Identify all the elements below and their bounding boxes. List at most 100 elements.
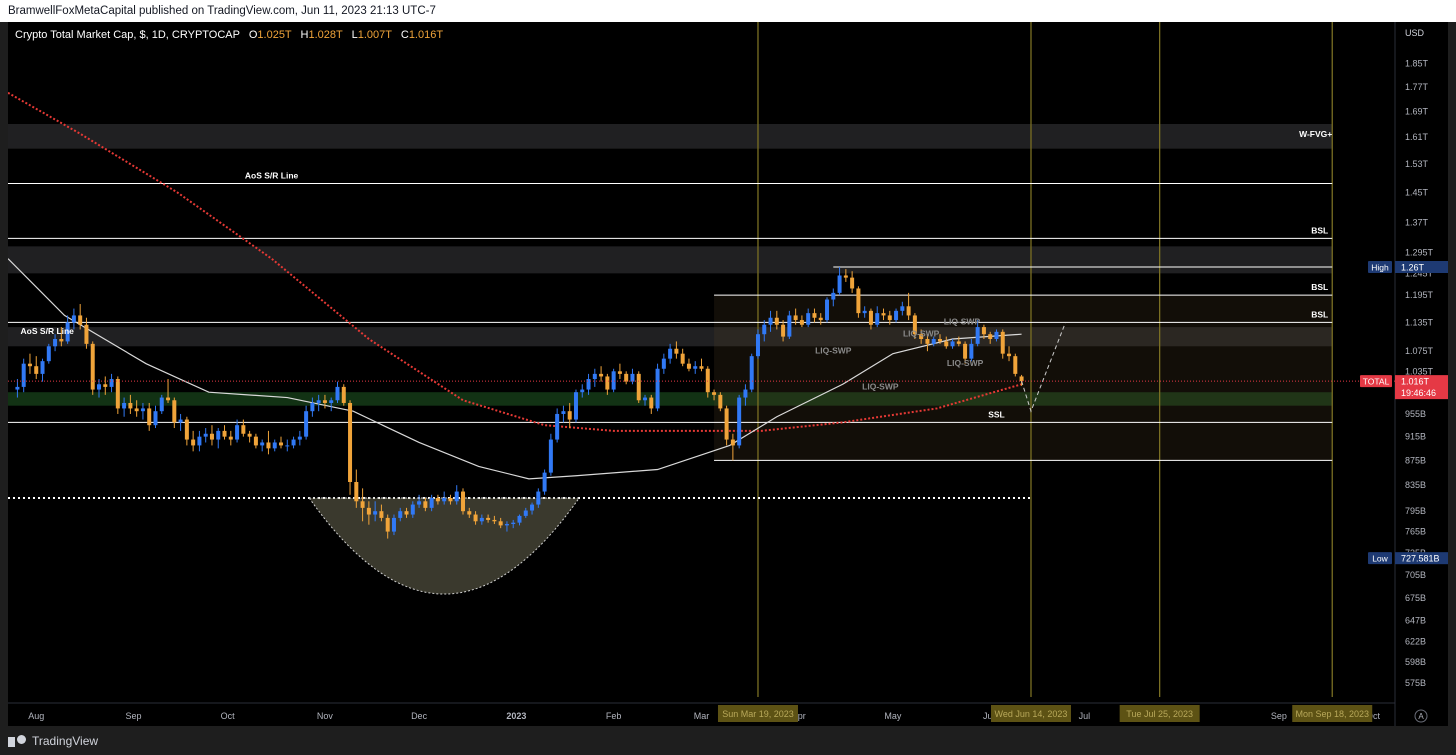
candle-body [228,436,233,440]
candle [197,430,202,452]
candle-body [881,313,886,316]
price-tick-label: 915B [1405,432,1426,442]
candle [140,402,145,420]
candle-body [59,339,64,342]
candle-body [737,397,742,446]
price-tick-label: 955B [1405,409,1426,419]
time-tick-label: Sep [1271,711,1287,721]
candle [774,310,779,330]
candle [931,336,936,347]
projection-path [1021,322,1066,413]
candle [247,430,252,443]
candle [787,310,792,340]
low-label: L [352,29,358,41]
tradingview-logo[interactable]: TradingView [8,734,98,748]
candle-body [699,366,704,369]
candle-body [417,501,422,505]
candle-body [134,408,139,412]
candle [442,491,447,505]
high-value: 1.028T [308,29,343,41]
candle [944,336,949,349]
candle-body [837,275,842,293]
candle-body [643,397,648,401]
candle-body [147,408,152,426]
candle-body [40,361,45,374]
price-tick-label: 675B [1405,593,1426,603]
candle [90,341,95,395]
candle-body [825,299,830,321]
candle-body [818,317,823,321]
candle-body [831,292,836,300]
candle [605,373,610,395]
candle-body [599,373,604,377]
candle-body [668,348,673,359]
candle-body [191,439,196,446]
candle-body [354,481,359,502]
time-tick-label: Oct [221,711,236,721]
candle [467,507,472,518]
low-value: 1.007T [358,29,393,41]
candle [103,376,108,395]
value-tag [1395,260,1448,273]
price-tick-label: 875B [1405,455,1426,465]
candle-body [253,436,258,446]
candle [241,419,246,437]
candle-body [894,310,899,321]
candle [956,336,961,347]
candle [1007,346,1012,362]
candle [398,507,403,522]
candle-body [944,341,949,347]
candle-body [97,384,102,390]
candle [749,353,754,393]
price-tick-label: 1.37T [1405,218,1429,228]
value-tag-text: 1.26T [1401,262,1425,272]
candle-body [1013,356,1018,374]
candle [919,329,924,344]
total-value-tag [1395,375,1448,400]
candle [636,371,641,403]
candle [291,436,296,449]
candle-body [454,491,459,502]
candle-body [448,498,453,502]
candle-body [573,392,578,420]
candle-body [310,402,315,412]
candle [486,514,491,523]
name-tag-text: High [1371,262,1389,272]
candle [209,425,214,446]
candle [573,389,578,423]
level-label: BSL [1311,225,1328,235]
candle-body [900,306,905,311]
candle-body [937,339,942,342]
candle [122,397,127,417]
footer: TradingView [0,726,1456,755]
time-tick-label: Jun [983,711,998,721]
candle [806,308,811,328]
candle [504,521,509,532]
svg-text:Crypto Total Market Cap, $, 1D: Crypto Total Market Cap, $, 1D, CRYPTOCA… [15,29,443,41]
candle [950,339,955,349]
candle [530,502,535,515]
candle [862,306,867,318]
candle [668,343,673,364]
candle-body [260,442,265,446]
candle [115,376,120,414]
zone-W-FVG+ [8,124,1333,149]
candle-body [429,498,434,508]
candle-body [925,339,930,344]
candle [498,517,503,529]
candle [172,397,177,429]
candle [97,379,102,398]
chart-frame[interactable]: AoS S/R Line BSL BSL BSL SSL W-FVG+ AoS S/R L… [8,22,1448,726]
candle [435,494,440,505]
candle-body [398,511,403,518]
candle [988,331,993,344]
candle-body [592,373,597,380]
candle-body [203,433,208,437]
candle-body [969,343,974,359]
price-chart[interactable]: AoS S/R Line BSL BSL BSL SSL W-FVG+ AoS S/R L… [8,22,1448,726]
candle [335,381,340,403]
candle-body [15,386,20,390]
bar-countdown: 19:46:46 [1401,388,1436,398]
price-label-high: High 1.26T [1368,260,1448,273]
candle-body [712,392,717,395]
